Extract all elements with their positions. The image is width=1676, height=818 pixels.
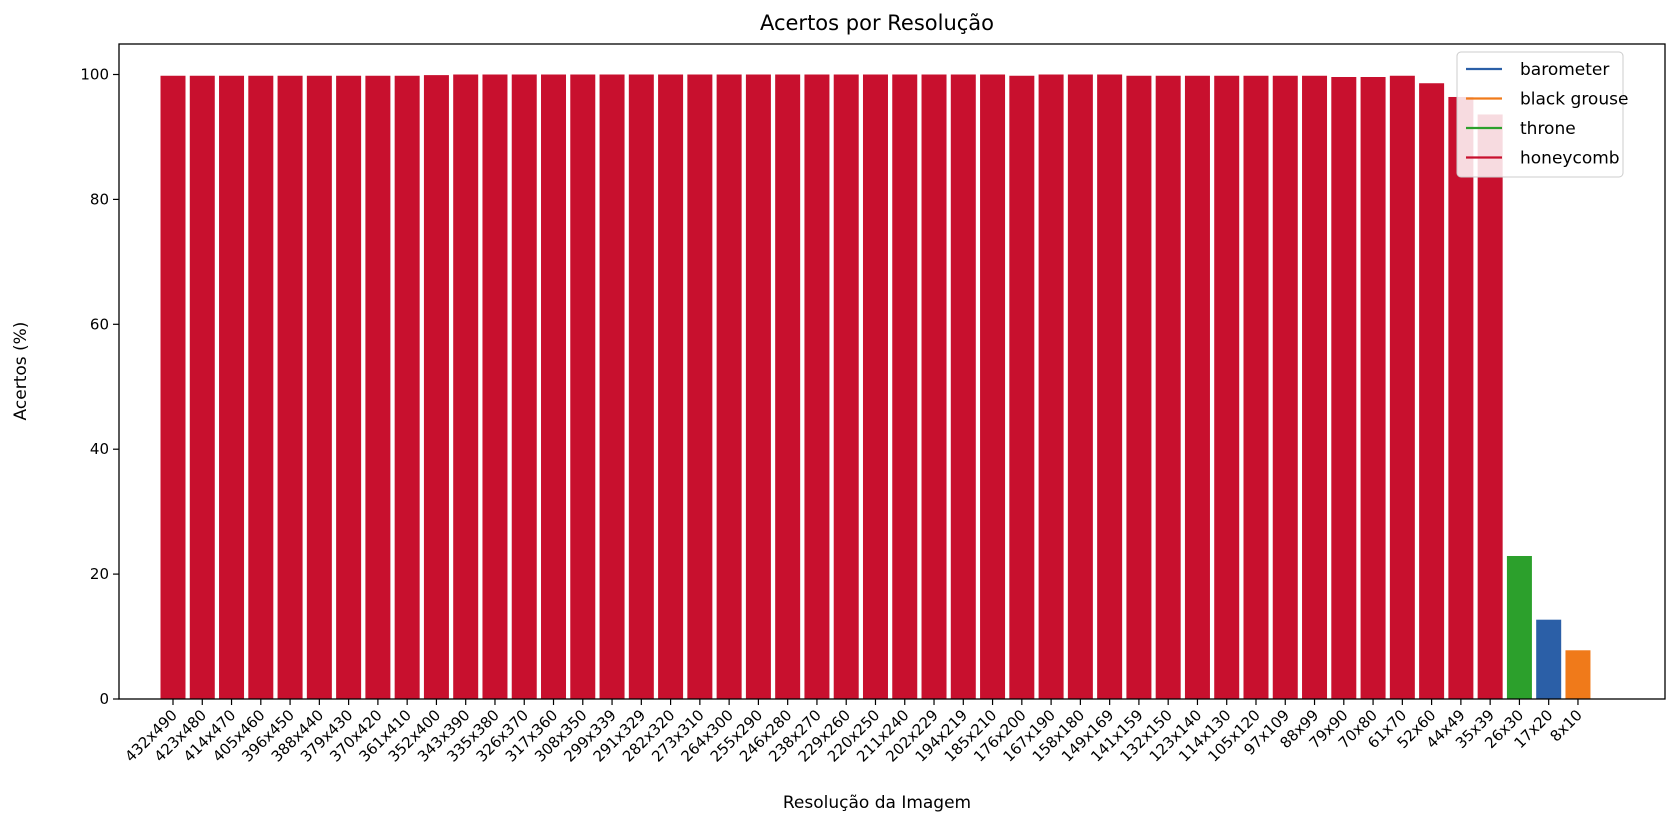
bar-149x169	[1097, 74, 1123, 699]
bar-105x120	[1243, 75, 1269, 699]
bar-432x490	[160, 75, 186, 699]
bar-326x370	[511, 74, 537, 699]
bar-141x159	[1126, 75, 1152, 699]
bar-202x229	[921, 74, 947, 699]
y-tick-label: 100	[80, 66, 109, 84]
bar-176x200	[1009, 75, 1035, 699]
bar-370x420	[365, 75, 391, 699]
legend: barometer black grouse throne honeycomb	[1456, 51, 1628, 178]
y-tick-label: 60	[90, 315, 109, 333]
bar-273x310	[687, 74, 713, 699]
plot-frame	[118, 43, 1666, 700]
bar-414x470	[219, 75, 245, 699]
bar-423x480	[189, 75, 215, 699]
bar-185x210	[980, 74, 1006, 699]
x-tick-label: 8x10	[1547, 706, 1586, 745]
legend-entry-label: throne	[1520, 119, 1576, 139]
bar-79x90	[1331, 77, 1357, 699]
bar-35x39	[1477, 114, 1503, 700]
x-axis-label: Resolução da Imagem	[783, 793, 971, 813]
bar-44x49	[1448, 96, 1474, 700]
bar-396x450	[277, 75, 303, 699]
bars-group	[160, 74, 1591, 700]
legend-entry-label: honeycomb	[1520, 149, 1620, 169]
bar-246x280	[775, 74, 801, 699]
bar-264x300	[716, 74, 742, 699]
y-axis: 0 20 40 60 80 100	[80, 66, 119, 708]
bar-317x360	[541, 74, 567, 699]
bar-291x329	[628, 74, 654, 699]
bar-132x150	[1155, 75, 1181, 699]
bar-52x60	[1419, 83, 1445, 700]
bar-167x190	[1038, 74, 1064, 699]
bar-238x270	[804, 74, 830, 699]
bar-405x460	[248, 75, 274, 699]
bar-26x30	[1506, 555, 1532, 699]
bar-123x140	[1184, 75, 1210, 699]
bar-352x400	[423, 75, 449, 700]
bar-308x350	[570, 74, 596, 699]
bar-61x70	[1389, 75, 1415, 699]
bar-335x380	[482, 74, 508, 699]
bar-388x440	[306, 75, 332, 699]
legend-box	[1456, 51, 1624, 178]
bar-299x339	[599, 74, 625, 699]
bar-379x430	[336, 75, 362, 699]
bar-8x10	[1565, 650, 1591, 699]
bar-114x130	[1214, 75, 1240, 699]
y-tick-label: 40	[90, 440, 109, 458]
legend-entry-label: barometer	[1520, 60, 1609, 80]
bar-211x240	[892, 74, 918, 699]
bar-97x109	[1272, 75, 1298, 699]
bar-88x99	[1302, 75, 1328, 699]
bar-194x219	[950, 74, 976, 699]
bar-220x250	[862, 74, 888, 699]
bar-17x20	[1536, 619, 1562, 699]
y-tick-label: 0	[99, 690, 109, 708]
y-axis-label: Acertos (%)	[11, 322, 31, 421]
bar-282x320	[658, 74, 684, 699]
bar-70x80	[1360, 77, 1386, 699]
bar-255x290	[745, 74, 771, 699]
bar-343x390	[453, 74, 479, 699]
legend-entry-label: black grouse	[1520, 90, 1628, 110]
bar-361x410	[394, 75, 420, 699]
bar-229x260	[833, 74, 859, 699]
y-tick-label: 20	[90, 565, 109, 583]
y-tick-label: 80	[90, 190, 109, 208]
chart-title: Acertos por Resolução	[760, 11, 994, 35]
bar-158x180	[1067, 74, 1093, 699]
x-axis: 432x490423x480414x470405x460396x450388x4…	[121, 699, 1586, 766]
